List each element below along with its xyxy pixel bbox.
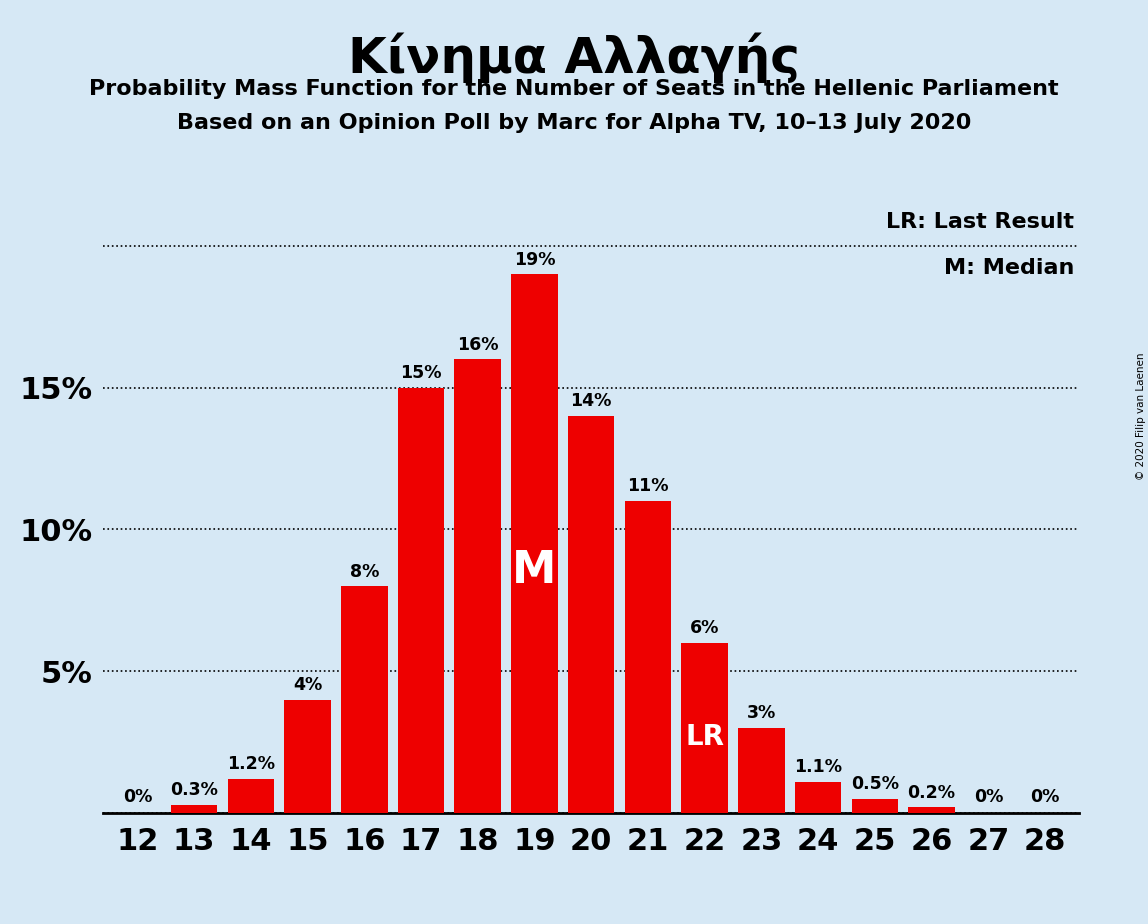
Bar xyxy=(511,274,558,813)
Text: 0%: 0% xyxy=(123,788,152,806)
Bar xyxy=(738,728,785,813)
Bar xyxy=(397,388,444,813)
Text: 0%: 0% xyxy=(1031,788,1060,806)
Bar xyxy=(682,643,728,813)
Text: M: Median: M: Median xyxy=(944,258,1075,278)
Bar xyxy=(227,779,274,813)
Bar xyxy=(341,586,388,813)
Bar xyxy=(908,808,955,813)
Bar xyxy=(794,782,841,813)
Text: M: M xyxy=(512,549,557,592)
Bar xyxy=(455,359,501,813)
Text: 1.2%: 1.2% xyxy=(227,756,274,773)
Text: 3%: 3% xyxy=(747,704,776,723)
Text: 16%: 16% xyxy=(457,335,498,354)
Text: © 2020 Filip van Laenen: © 2020 Filip van Laenen xyxy=(1135,352,1146,480)
Bar xyxy=(568,416,614,813)
Text: 0.5%: 0.5% xyxy=(851,775,899,794)
Text: 0%: 0% xyxy=(974,788,1003,806)
Text: 14%: 14% xyxy=(571,393,612,410)
Bar xyxy=(285,699,331,813)
Bar xyxy=(625,501,672,813)
Bar xyxy=(852,799,898,813)
Text: 0.3%: 0.3% xyxy=(170,781,218,799)
Text: 4%: 4% xyxy=(293,676,323,694)
Text: Based on an Opinion Poll by Marc for Alpha TV, 10–13 July 2020: Based on an Opinion Poll by Marc for Alp… xyxy=(177,113,971,133)
Text: 1.1%: 1.1% xyxy=(794,759,843,776)
Text: LR: Last Result: LR: Last Result xyxy=(886,213,1075,233)
Text: LR: LR xyxy=(685,723,724,750)
Text: Probability Mass Function for the Number of Seats in the Hellenic Parliament: Probability Mass Function for the Number… xyxy=(90,79,1058,99)
Text: 19%: 19% xyxy=(514,250,556,269)
Text: 6%: 6% xyxy=(690,619,720,638)
Text: 8%: 8% xyxy=(350,563,379,580)
Text: Κίνημα Αλλαγής: Κίνημα Αλλαγής xyxy=(348,32,800,83)
Text: 0.2%: 0.2% xyxy=(908,784,955,802)
Text: 11%: 11% xyxy=(627,478,668,495)
Text: 15%: 15% xyxy=(401,364,442,382)
Bar xyxy=(171,805,217,813)
